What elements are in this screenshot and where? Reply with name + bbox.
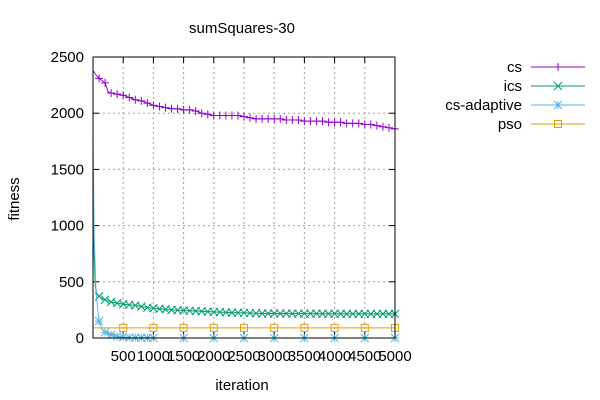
legend-item-pso: pso [498, 116, 585, 133]
x-tick-label: 2000 [197, 348, 230, 365]
marker-point [360, 323, 369, 332]
marker-point [197, 109, 206, 118]
marker-point [131, 95, 140, 104]
marker-point [124, 333, 134, 342]
legend: cs ics cs-adaptive pso [445, 59, 585, 133]
y-tick-label: 2500 [51, 49, 84, 66]
marker-point [336, 118, 345, 127]
marker-point [101, 78, 110, 87]
marker-point [276, 114, 285, 123]
marker-point [378, 122, 387, 131]
marker-point [113, 90, 122, 99]
series-group [92, 70, 400, 343]
marker-point [318, 117, 327, 126]
marker-point [209, 323, 218, 332]
marker-point [137, 96, 146, 105]
legend-label: cs-adaptive [445, 97, 522, 114]
marker-point [354, 119, 363, 128]
marker-point [118, 332, 128, 342]
marker-point [554, 120, 562, 128]
marker-point [112, 331, 122, 341]
grid [93, 57, 395, 338]
marker-point [553, 100, 563, 110]
marker-point [233, 111, 242, 120]
marker-point [185, 105, 194, 114]
series-ics [92, 169, 400, 319]
x-tick-label: 1500 [167, 348, 200, 365]
marker-point [270, 323, 279, 332]
marker-point [143, 99, 152, 108]
marker-point [119, 91, 128, 100]
marker-point [106, 330, 116, 339]
legend-label: ics [504, 78, 522, 95]
marker-point [179, 323, 188, 332]
x-tick-label: 2500 [227, 348, 260, 365]
series-pso [93, 323, 399, 332]
marker-point [366, 120, 375, 129]
plot-frame [92, 56, 396, 339]
marker-point [107, 88, 116, 97]
marker-point [191, 106, 200, 115]
series-cs [92, 70, 399, 133]
marker-point [300, 323, 309, 332]
marker-point [100, 295, 110, 305]
chart-title: sumSquares-30 [189, 20, 295, 37]
marker-point [294, 115, 303, 124]
x-tick-label: 4000 [318, 348, 351, 365]
marker-point [94, 316, 104, 326]
legend-item-ics: ics [504, 78, 585, 95]
marker-point [125, 93, 134, 102]
y-tick-label: 2000 [51, 105, 84, 122]
y-tick-label: 0 [76, 330, 84, 347]
marker-point [554, 63, 562, 71]
marker-point [203, 110, 212, 119]
x-tick-label: 500 [111, 348, 136, 365]
marker-point [95, 74, 104, 83]
marker-point [149, 323, 158, 332]
y-tick-label: 500 [59, 274, 84, 291]
y-axis-label: fitness [6, 177, 23, 220]
y-tick-label: 1000 [51, 218, 84, 235]
x-axis-label: iteration [215, 377, 268, 394]
marker-point [149, 101, 158, 110]
legend-label: pso [498, 116, 522, 133]
marker-point [330, 323, 339, 332]
marker-point [240, 323, 248, 332]
marker-point [240, 112, 248, 121]
x-tick-label: 3500 [288, 348, 321, 365]
y-tick-label: 1500 [51, 161, 84, 178]
tick-labels: 500 1000150020002500300035004000450050000… [51, 49, 412, 365]
marker-point [155, 102, 164, 111]
marker-point [246, 113, 255, 122]
marker-point [173, 104, 182, 113]
x-tick-label: 3000 [258, 348, 291, 365]
legend-item-cs: cs [507, 59, 585, 76]
marker-point [384, 123, 393, 132]
x-tick-label: 5000 [378, 348, 411, 365]
marker-point [161, 103, 170, 112]
x-tick-label: 4500 [348, 348, 381, 365]
marker-point [100, 328, 110, 337]
x-tick-label: 1000 [137, 348, 170, 365]
marker-point [553, 81, 563, 91]
legend-label: cs [507, 59, 522, 76]
marker-point [372, 121, 381, 130]
marker-point [119, 323, 128, 332]
legend-item-cs-adaptive: cs-adaptive [445, 97, 585, 114]
